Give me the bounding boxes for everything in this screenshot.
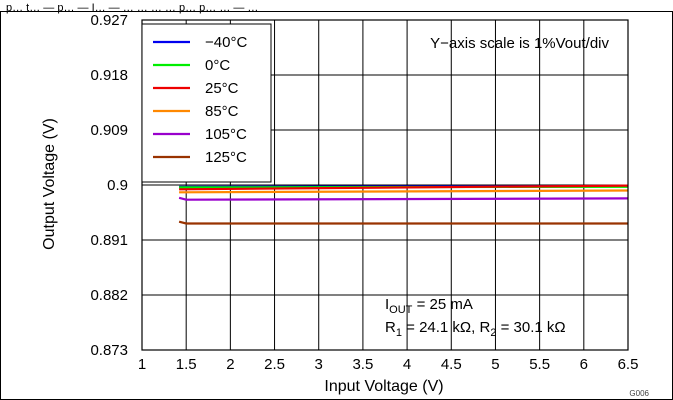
y-tick-label-6: 0.873 — [90, 342, 128, 359]
plot-area-frame — [141, 19, 629, 351]
series-lines — [178, 184, 629, 225]
legend-label-1: 0°C — [205, 57, 230, 74]
y-tick-label-5: 0.882 — [90, 287, 128, 304]
x-tick-labels: 1 1.5 2 2.5 3 3.5 4 4.5 5 5.5 6 6.5 — [138, 356, 639, 373]
resistor-annotation: R1 = 24.1 kΩ, R2 = 30.1 kΩ — [385, 319, 566, 339]
iout-value: = 25 mA — [412, 296, 472, 313]
scale-note: Y−axis scale is 1%Vout/div — [430, 35, 609, 52]
y-axis-title: Output Voltage (V) — [41, 118, 58, 250]
r1-value: = 24.1 kΩ, R — [402, 319, 491, 336]
legend-box — [141, 23, 272, 183]
r2-value: = 30.1 kΩ — [496, 319, 565, 336]
x-tick-label-11: 6.5 — [618, 356, 639, 373]
series-line-3 — [179, 189, 629, 194]
x-tick-label-5: 3.5 — [352, 356, 373, 373]
iout-annotation: IOUT = 25 mA — [385, 296, 473, 316]
y-tick-label-3: 0.9 — [107, 177, 128, 194]
series-line-4 — [178, 196, 629, 201]
x-tick-label-7: 4.5 — [441, 356, 462, 373]
r2-subscript: 2 — [490, 327, 496, 339]
legend-label-3: 85°C — [205, 103, 239, 120]
y-tick-label-1: 0.918 — [90, 67, 128, 84]
iout-subscript: OUT — [389, 304, 413, 316]
x-tick-label-2: 2 — [226, 356, 234, 373]
y-tick-labels: 0.927 0.918 0.909 0.9 0.891 0.882 0.873 — [90, 12, 128, 359]
iout-main: I — [385, 296, 389, 313]
series-line-2 — [179, 184, 629, 191]
x-tick-label-6: 4 — [403, 356, 411, 373]
y-tick-label-2: 0.909 — [90, 122, 128, 139]
legend: −40°C 0°C 25°C 85°C 105°C 125°C — [141, 23, 272, 183]
x-tick-label-0: 1 — [138, 356, 146, 373]
y-tick-label-4: 0.891 — [90, 232, 128, 249]
y-tick-label-0: 0.927 — [90, 12, 128, 29]
r1-subscript: 1 — [396, 327, 402, 339]
x-tick-label-1: 1.5 — [176, 356, 197, 373]
x-axis-title: Input Voltage (V) — [324, 378, 443, 395]
legend-label-2: 25°C — [205, 80, 239, 97]
series-line-5 — [178, 220, 628, 225]
figure-code: G006 — [629, 389, 649, 398]
x-tick-label-3: 2.5 — [264, 356, 285, 373]
legend-label-5: 125°C — [205, 149, 247, 166]
legend-label-4: 105°C — [205, 126, 247, 143]
legend-label-0: −40°C — [205, 34, 247, 51]
r1-main: R — [385, 319, 396, 336]
x-tick-label-9: 5.5 — [529, 356, 550, 373]
x-tick-label-8: 5 — [491, 356, 499, 373]
x-tick-label-4: 3 — [315, 356, 323, 373]
page-header-fragment: p… t… — p… — I… — … … … … p… p… … — … — [6, 2, 258, 14]
x-tick-label-10: 6 — [580, 356, 588, 373]
